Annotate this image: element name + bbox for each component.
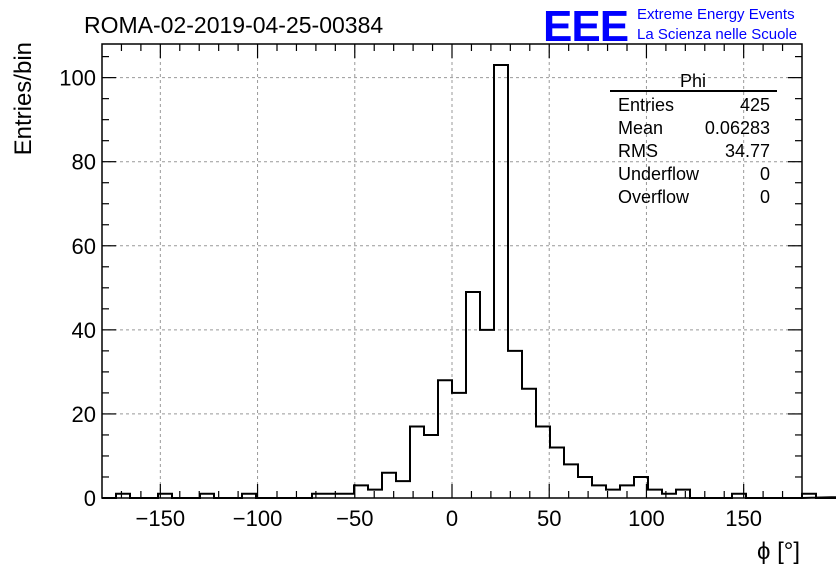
x-tick-label: 50 xyxy=(537,506,561,531)
x-tick-label: −100 xyxy=(233,506,283,531)
x-tick-labels: −150 −100 −50 0 50 100 150 xyxy=(136,506,762,531)
y-tick-label: 60 xyxy=(72,234,96,259)
stats-row-label: Entries xyxy=(618,95,674,115)
y-tick-label: 20 xyxy=(72,402,96,427)
eee-logo-letters: EEE xyxy=(543,2,628,51)
stats-row-value: 425 xyxy=(740,95,770,115)
stats-row-label: RMS xyxy=(618,141,658,161)
grid-lines xyxy=(102,44,802,498)
y-axis-label: Entries/bin xyxy=(10,42,37,155)
stats-box-title: Phi xyxy=(680,71,706,91)
run-title: ROMA-02-2019-04-25-00384 xyxy=(84,12,383,38)
stats-box: Phi Entries 425 Mean 0.06283 RMS 34.77 Underfl… xyxy=(610,71,777,207)
x-tick-label: −50 xyxy=(336,506,373,531)
eee-logo-line1: Extreme Energy Events xyxy=(637,6,795,23)
stats-row-label: Mean xyxy=(618,118,663,138)
y-tick-label: 40 xyxy=(72,318,96,343)
y-tick-label: 80 xyxy=(72,150,96,175)
stats-row-value: 0 xyxy=(760,164,770,184)
stats-row-value: 34.77 xyxy=(725,141,770,161)
stats-row-value: 0.06283 xyxy=(705,118,770,138)
x-tick-label: 100 xyxy=(628,506,665,531)
stats-box-rows: Entries 425 Mean 0.06283 RMS 34.77 Underflow 0 O… xyxy=(618,95,770,207)
x-tick-label: 150 xyxy=(725,506,762,531)
y-tick-label: 0 xyxy=(84,486,96,511)
stats-row-label: Underflow xyxy=(618,164,700,184)
stats-row-value: 0 xyxy=(760,187,770,207)
y-tick-labels: 0 20 40 60 80 100 xyxy=(59,66,96,511)
eee-logo-line2: La Scienza nelle Scuole xyxy=(637,26,797,43)
stats-row-label: Overflow xyxy=(618,187,690,207)
eee-logo: EEE Extreme Energy Events La Scienza nel… xyxy=(543,2,797,51)
x-tick-label: −150 xyxy=(136,506,186,531)
x-axis-label: ϕ [°] xyxy=(757,538,800,565)
y-tick-label: 100 xyxy=(59,66,96,91)
axis-ticks xyxy=(102,44,802,499)
x-tick-label: 0 xyxy=(446,506,458,531)
